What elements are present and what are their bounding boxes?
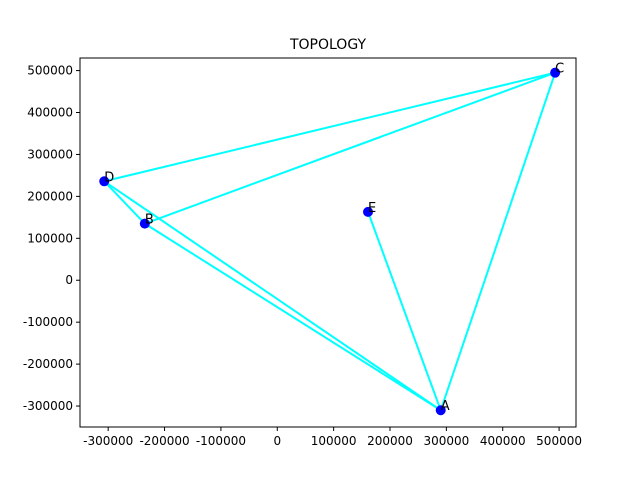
node-label-e: E bbox=[368, 201, 376, 216]
edge-e-a bbox=[367, 211, 442, 411]
edge-b-a bbox=[144, 222, 442, 412]
y-tick-label: -100000 bbox=[23, 315, 73, 329]
y-tick-label: 300000 bbox=[27, 147, 73, 161]
y-axis: -300000 -200000 -100000 0 100000 200000 300000… bbox=[23, 64, 80, 413]
x-tick-label: 0 bbox=[273, 434, 281, 448]
edge-d-c bbox=[104, 71, 556, 183]
y-tick-label: -300000 bbox=[23, 399, 73, 413]
edge-layer bbox=[103, 71, 557, 412]
x-tick-label: 500000 bbox=[536, 434, 582, 448]
x-tick-label: -200000 bbox=[139, 434, 189, 448]
node-label-layer: A B C D E bbox=[104, 62, 564, 415]
x-tick-label: 300000 bbox=[423, 434, 469, 448]
edge-b-c bbox=[144, 71, 556, 225]
node-a bbox=[435, 405, 446, 416]
edge-d-b bbox=[103, 180, 146, 225]
node-label-a: A bbox=[441, 399, 450, 414]
node-layer bbox=[99, 67, 561, 416]
node-d bbox=[99, 176, 110, 187]
x-tick-label: 200000 bbox=[367, 434, 413, 448]
y-tick-label: 400000 bbox=[27, 106, 73, 120]
x-tick-label: 400000 bbox=[480, 434, 526, 448]
node-label-d: D bbox=[104, 170, 114, 185]
edge-a-c bbox=[439, 72, 557, 411]
y-tick-label: 0 bbox=[65, 273, 73, 287]
y-tick-label: 200000 bbox=[27, 189, 73, 203]
chart-title: TOPOLOGY bbox=[289, 37, 367, 53]
node-label-c: C bbox=[555, 62, 564, 77]
x-tick-label: -100000 bbox=[196, 434, 246, 448]
y-tick-label: 500000 bbox=[27, 64, 73, 78]
plot-frame bbox=[79, 57, 577, 428]
node-b bbox=[139, 218, 150, 229]
node-label-b: B bbox=[145, 213, 154, 228]
y-tick-label: -200000 bbox=[23, 357, 73, 371]
node-e bbox=[363, 206, 374, 217]
edge-d-a bbox=[103, 180, 442, 412]
x-tick-label: -300000 bbox=[83, 434, 133, 448]
x-axis: -300000 -200000 -100000 0 100000 200000 300000… bbox=[83, 427, 582, 448]
node-c bbox=[550, 67, 561, 78]
y-tick-label: 100000 bbox=[27, 231, 73, 245]
x-tick-label: 100000 bbox=[311, 434, 357, 448]
